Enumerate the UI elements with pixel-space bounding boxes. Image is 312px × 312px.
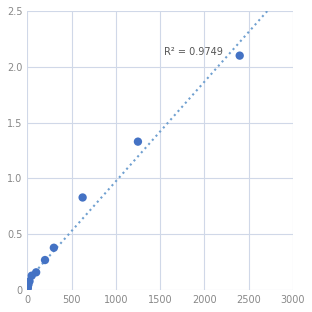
Point [29,273,34,278]
Point [80,195,85,200]
Point [42,257,47,262]
Point [51,245,56,250]
Point [34,270,39,275]
Point [135,139,140,144]
Point [25,288,30,293]
Point [27,279,32,284]
Point [237,53,242,58]
Point [25,285,30,290]
Point [26,282,31,287]
Text: R² = 0.9749: R² = 0.9749 [164,47,223,57]
